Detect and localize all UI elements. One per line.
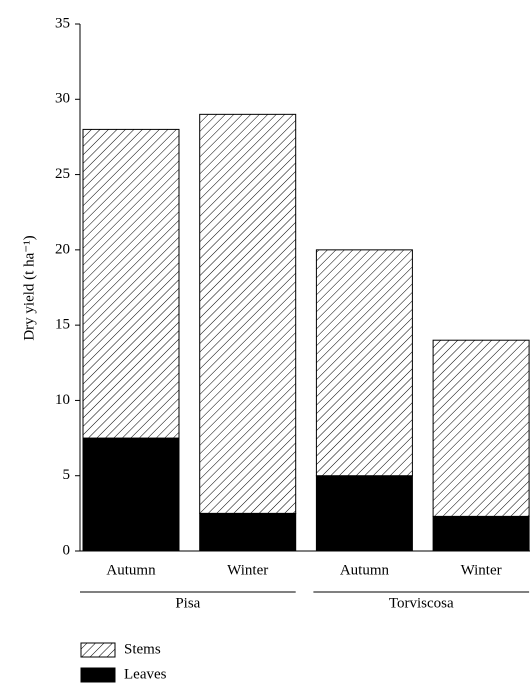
legend-label: Leaves (124, 666, 167, 682)
bar-segment (432, 339, 530, 517)
bar-segment (82, 437, 180, 552)
y-tick-label: 30 (55, 91, 70, 107)
bar-segment (82, 128, 180, 439)
y-tick-label: 15 (55, 317, 70, 333)
bar-segment (315, 249, 413, 477)
x-tick-label: Winter (461, 562, 502, 578)
y-tick-label: 20 (55, 241, 70, 257)
y-tick-label: 5 (63, 467, 71, 483)
group-label: Pisa (175, 595, 200, 611)
group-label: Torviscosa (389, 595, 454, 611)
y-tick-label: 35 (55, 15, 70, 31)
x-tick-label: Autumn (106, 562, 156, 578)
x-tick-label: Winter (227, 562, 268, 578)
bar-segment (432, 515, 530, 552)
y-tick-label: 10 (55, 392, 70, 408)
legend-swatch (80, 667, 116, 683)
legend-swatch (80, 642, 116, 658)
bar-segment (199, 512, 297, 552)
y-tick-label: 0 (63, 542, 71, 558)
y-axis-label: Dry yield (t ha⁻¹) (21, 235, 37, 340)
x-tick-label: Autumn (340, 562, 390, 578)
legend-label: Stems (124, 641, 161, 657)
bar-segment (315, 475, 413, 552)
bar-segment (199, 113, 297, 514)
y-tick-label: 25 (55, 166, 70, 182)
